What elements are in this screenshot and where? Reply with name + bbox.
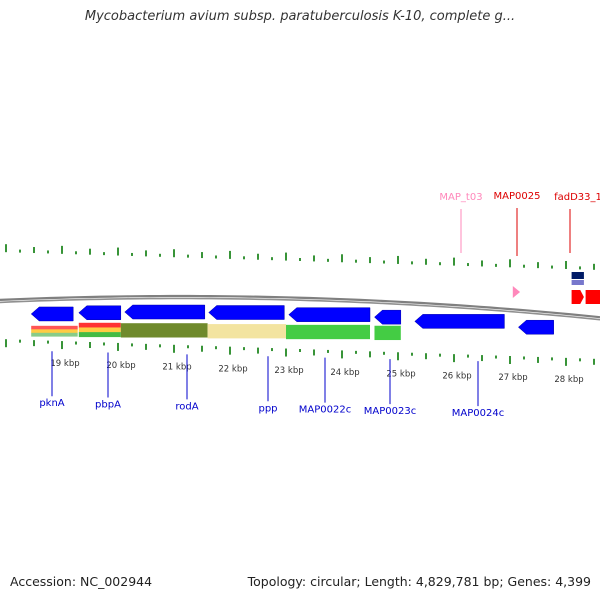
gene-label-map0022c[interactable]: MAP0022c <box>299 405 351 416</box>
feature-band-segment <box>31 329 78 334</box>
kbp-label: 19 kbp <box>50 359 79 369</box>
feature-band-segment <box>286 324 370 340</box>
kbp-label: 22 kbp <box>218 364 247 374</box>
feature-band-segment <box>374 325 401 341</box>
feature-color-bands <box>31 322 401 341</box>
gene-ppp[interactable] <box>288 307 371 322</box>
feature-band-segment <box>120 323 208 338</box>
gene-pkna[interactable] <box>30 306 74 322</box>
gene-label-map0025[interactable]: MAP0025 <box>494 191 541 202</box>
feature-band-segment <box>78 332 121 338</box>
kbp-label: 20 kbp <box>106 361 135 371</box>
feature-band-segment <box>31 322 78 327</box>
gene-map0025[interactable] <box>571 290 584 304</box>
gene-label-pbpa[interactable]: pbpA <box>95 400 121 411</box>
accession-text: Accession: NC_002944 <box>10 574 153 589</box>
gene-pbpa[interactable] <box>124 304 206 320</box>
gene-fadd33-1[interactable] <box>585 290 600 304</box>
kbp-label: 26 kbp <box>442 371 471 381</box>
feature-band-segment <box>207 324 286 339</box>
feature-marker <box>571 272 584 279</box>
kbp-label: 21 kbp <box>162 363 191 373</box>
gene-map0022c[interactable] <box>374 309 402 325</box>
gene-labels[interactable]: pknA pbpA rodA ppp MAP0022c MAP0023c MAP0024c M… <box>39 191 600 419</box>
gene-label-map0024c[interactable]: MAP0024c <box>452 408 504 419</box>
feature-band-segment <box>31 332 78 337</box>
kbp-scale-labels: 19 kbp 20 kbp 21 kbp 22 kbp 23 kbp 24 kbp 25 k… <box>50 359 583 385</box>
feature-band-segment <box>31 325 78 330</box>
feature-marker <box>571 280 584 285</box>
gene-pkna[interactable] <box>78 305 122 321</box>
kbp-label: 27 kbp <box>498 373 527 383</box>
kbp-label: 24 kbp <box>330 368 359 378</box>
upper-tick-track <box>5 244 595 270</box>
kbp-label: 23 kbp <box>274 366 303 376</box>
gene-roda[interactable] <box>208 305 285 320</box>
gene-label-roda[interactable]: rodA <box>175 401 198 412</box>
gene-label-ppp[interactable]: ppp <box>258 403 277 414</box>
lower-tick-track <box>5 339 595 366</box>
gene-label-fadd33-1[interactable]: fadD33_1 <box>554 192 600 203</box>
gene-label-pkna[interactable]: pknA <box>39 398 64 409</box>
genome-backbone <box>0 294 600 319</box>
gene-label-map0023c[interactable]: MAP0023c <box>364 406 416 417</box>
gene-map0024c[interactable] <box>518 319 554 335</box>
topology-text: Topology: circular; Length: 4,829,781 bp… <box>247 574 591 589</box>
gene-map-t03[interactable] <box>512 286 521 298</box>
gene-features[interactable] <box>30 272 600 335</box>
feature-band-segment <box>78 322 121 328</box>
feature-band-segment <box>78 327 121 333</box>
gene-label-map-t03[interactable]: MAP_t03 <box>439 192 482 203</box>
map-title: Mycobacterium avium subsp. paratuberculo… <box>84 9 516 24</box>
kbp-label: 28 kbp <box>554 375 583 385</box>
genome-backbone-inner <box>0 297 600 321</box>
gene-map0023c[interactable] <box>414 314 505 329</box>
kbp-label: 25 kbp <box>386 370 415 380</box>
